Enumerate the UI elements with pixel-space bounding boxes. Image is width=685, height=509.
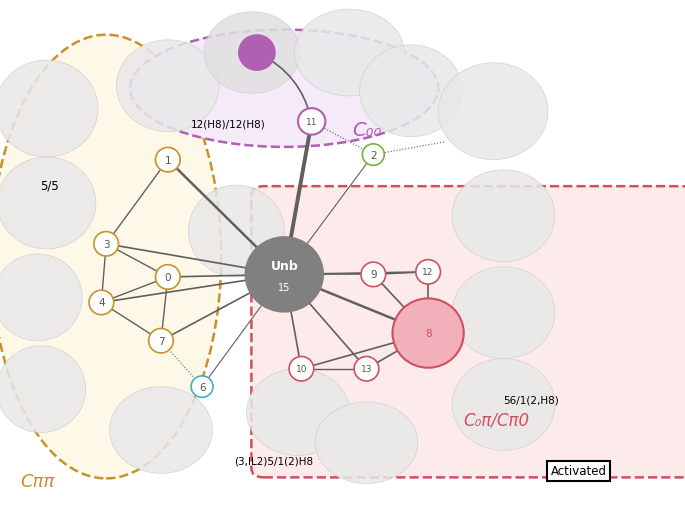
Text: 7: 7 xyxy=(158,336,164,346)
Ellipse shape xyxy=(452,171,555,262)
Ellipse shape xyxy=(191,376,213,398)
Text: 15: 15 xyxy=(278,282,290,293)
Text: 8: 8 xyxy=(425,328,432,338)
Text: 9: 9 xyxy=(370,270,377,280)
Text: 2: 2 xyxy=(370,150,377,160)
Ellipse shape xyxy=(438,64,548,160)
Text: 5/5: 5/5 xyxy=(40,179,59,192)
Ellipse shape xyxy=(298,109,325,135)
Ellipse shape xyxy=(0,61,98,158)
Text: Unb: Unb xyxy=(271,259,298,272)
Ellipse shape xyxy=(130,31,438,148)
Text: (3,IL2)5/1(2)H8: (3,IL2)5/1(2)H8 xyxy=(234,456,314,466)
Ellipse shape xyxy=(361,263,386,287)
Ellipse shape xyxy=(452,267,555,359)
Text: 13: 13 xyxy=(361,364,372,374)
Ellipse shape xyxy=(116,41,219,132)
Ellipse shape xyxy=(452,359,555,450)
Text: 10: 10 xyxy=(296,364,307,374)
Text: 56/1(2,H8): 56/1(2,H8) xyxy=(503,394,559,405)
Ellipse shape xyxy=(155,148,180,173)
Ellipse shape xyxy=(110,387,212,473)
Ellipse shape xyxy=(0,346,86,433)
Ellipse shape xyxy=(204,13,300,94)
Text: 1: 1 xyxy=(164,155,171,165)
Text: C₀π/Cπ0: C₀π/Cπ0 xyxy=(464,411,530,429)
Text: 14: 14 xyxy=(251,49,262,58)
Ellipse shape xyxy=(94,232,119,257)
Ellipse shape xyxy=(0,158,96,249)
Text: 12(H8)/12(H8): 12(H8)/12(H8) xyxy=(190,120,265,130)
Ellipse shape xyxy=(360,46,462,137)
Ellipse shape xyxy=(289,357,314,381)
Ellipse shape xyxy=(247,369,349,456)
Ellipse shape xyxy=(0,36,221,478)
Text: Cππ: Cππ xyxy=(21,472,55,490)
Ellipse shape xyxy=(362,145,384,166)
Ellipse shape xyxy=(239,36,275,71)
Ellipse shape xyxy=(393,299,464,368)
Ellipse shape xyxy=(354,357,379,381)
Text: 11: 11 xyxy=(306,118,317,127)
Text: C₀₀: C₀₀ xyxy=(352,120,381,139)
Ellipse shape xyxy=(245,237,324,313)
Text: 6: 6 xyxy=(199,382,205,392)
Ellipse shape xyxy=(0,254,82,341)
Text: 3: 3 xyxy=(103,239,110,249)
Text: 0: 0 xyxy=(164,272,171,282)
Ellipse shape xyxy=(295,10,404,97)
Ellipse shape xyxy=(149,329,173,353)
Ellipse shape xyxy=(416,260,440,285)
Text: 12: 12 xyxy=(423,268,434,277)
Text: 4: 4 xyxy=(98,298,105,308)
FancyBboxPatch shape xyxy=(251,187,685,477)
Ellipse shape xyxy=(315,402,418,484)
Text: Activated: Activated xyxy=(551,464,607,477)
Ellipse shape xyxy=(155,265,180,290)
Ellipse shape xyxy=(89,291,114,315)
Ellipse shape xyxy=(188,186,284,277)
